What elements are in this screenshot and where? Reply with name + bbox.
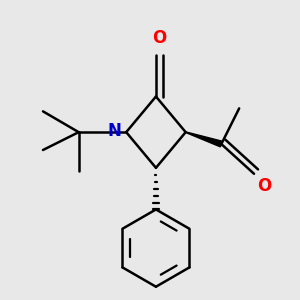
Text: N: N [108, 122, 122, 140]
Text: O: O [257, 177, 271, 195]
Polygon shape [186, 132, 222, 147]
Text: O: O [152, 29, 166, 47]
